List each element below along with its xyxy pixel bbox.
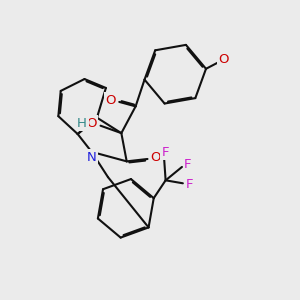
Text: O: O [106, 94, 116, 107]
Text: F: F [184, 158, 192, 171]
Text: F: F [186, 178, 193, 191]
Text: O: O [219, 53, 229, 66]
Text: N: N [87, 151, 97, 164]
Text: H: H [77, 117, 87, 130]
Text: O: O [86, 117, 97, 130]
Text: O: O [151, 151, 161, 164]
Text: F: F [162, 146, 169, 159]
